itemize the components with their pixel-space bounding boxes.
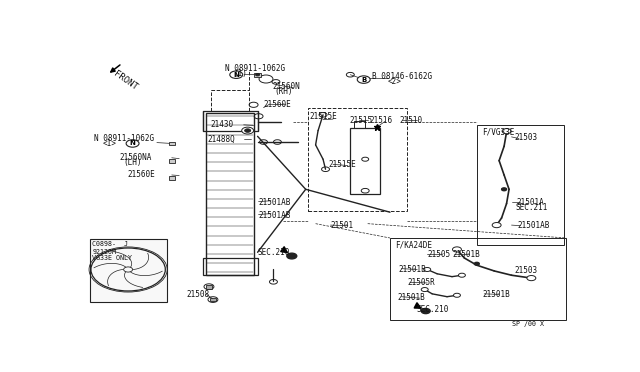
Text: 21560NA: 21560NA xyxy=(120,153,152,162)
Circle shape xyxy=(452,247,461,252)
Text: 21503: 21503 xyxy=(514,266,537,275)
Text: 21560E: 21560E xyxy=(127,170,155,179)
Circle shape xyxy=(424,267,431,272)
Bar xyxy=(350,128,380,193)
Text: N 08911-1062G: N 08911-1062G xyxy=(225,64,285,74)
Text: FRONT: FRONT xyxy=(112,69,140,92)
Text: VG33E ONLY: VG33E ONLY xyxy=(92,255,132,261)
Bar xyxy=(254,73,260,77)
Text: 21430: 21430 xyxy=(210,121,233,129)
Bar xyxy=(308,108,407,211)
Text: SEC.210: SEC.210 xyxy=(416,305,449,314)
Text: SEC.210: SEC.210 xyxy=(257,248,290,257)
Circle shape xyxy=(527,276,536,280)
Text: 21515E: 21515E xyxy=(309,112,337,121)
Text: F/VG33E: F/VG33E xyxy=(482,128,514,137)
Circle shape xyxy=(421,308,430,314)
Bar xyxy=(168,159,175,163)
Text: 21515E: 21515E xyxy=(328,160,356,169)
Text: 21488Q: 21488Q xyxy=(207,135,235,144)
Text: (LH): (LH) xyxy=(124,158,142,167)
Text: 21560E: 21560E xyxy=(264,100,291,109)
Bar xyxy=(168,142,175,145)
Text: C0898-  J: C0898- J xyxy=(92,241,129,247)
Circle shape xyxy=(357,76,370,83)
Text: 21505: 21505 xyxy=(428,250,451,259)
Text: F/KA24DE: F/KA24DE xyxy=(395,241,432,250)
Text: 21501AB: 21501AB xyxy=(259,198,291,207)
Text: N 08911-1062G: N 08911-1062G xyxy=(94,134,154,143)
Text: <1>: <1> xyxy=(103,139,116,148)
Text: N: N xyxy=(234,72,239,78)
Bar xyxy=(355,121,365,128)
Circle shape xyxy=(454,293,460,297)
Circle shape xyxy=(458,273,465,277)
Circle shape xyxy=(244,129,251,132)
Text: 21516: 21516 xyxy=(369,116,392,125)
Text: B: B xyxy=(361,77,366,83)
Text: 21501: 21501 xyxy=(330,221,354,230)
Circle shape xyxy=(502,188,507,191)
Text: 21501AB: 21501AB xyxy=(259,211,291,219)
Text: 21560N: 21560N xyxy=(273,82,300,91)
Text: 21503: 21503 xyxy=(514,133,537,142)
Text: 21501AB: 21501AB xyxy=(518,221,550,230)
Text: (RH): (RH) xyxy=(275,87,293,96)
Text: SEC.211: SEC.211 xyxy=(515,202,548,212)
Text: 21510: 21510 xyxy=(400,116,423,125)
Circle shape xyxy=(255,74,260,76)
Text: B 08146-6162G: B 08146-6162G xyxy=(372,72,432,81)
Circle shape xyxy=(502,129,511,134)
Circle shape xyxy=(242,127,253,134)
Text: 21501B: 21501B xyxy=(397,293,425,302)
Bar xyxy=(210,298,216,301)
Text: 21508: 21508 xyxy=(187,290,210,299)
Circle shape xyxy=(492,222,501,228)
Text: N: N xyxy=(130,141,136,147)
Bar xyxy=(168,176,175,180)
Text: 21505R: 21505R xyxy=(408,279,435,288)
Text: 21501B: 21501B xyxy=(483,290,511,299)
Text: <2>: <2> xyxy=(388,77,401,86)
Bar xyxy=(477,125,564,245)
Circle shape xyxy=(421,288,428,292)
Text: 21501A: 21501A xyxy=(516,198,544,207)
Circle shape xyxy=(126,140,139,147)
Text: 21515: 21515 xyxy=(349,116,372,125)
Text: 92120M: 92120M xyxy=(92,249,116,255)
Text: 21501B: 21501B xyxy=(452,250,480,259)
Bar xyxy=(205,285,212,289)
Bar xyxy=(202,110,257,131)
Circle shape xyxy=(474,262,479,265)
Bar xyxy=(207,113,253,275)
Circle shape xyxy=(230,71,243,78)
Text: 21501B: 21501B xyxy=(399,265,426,274)
Bar xyxy=(90,240,167,302)
Bar xyxy=(390,238,566,320)
Text: (1): (1) xyxy=(234,69,248,78)
Circle shape xyxy=(287,253,297,259)
Text: SP /00 X: SP /00 X xyxy=(511,321,543,327)
Bar xyxy=(202,258,257,275)
